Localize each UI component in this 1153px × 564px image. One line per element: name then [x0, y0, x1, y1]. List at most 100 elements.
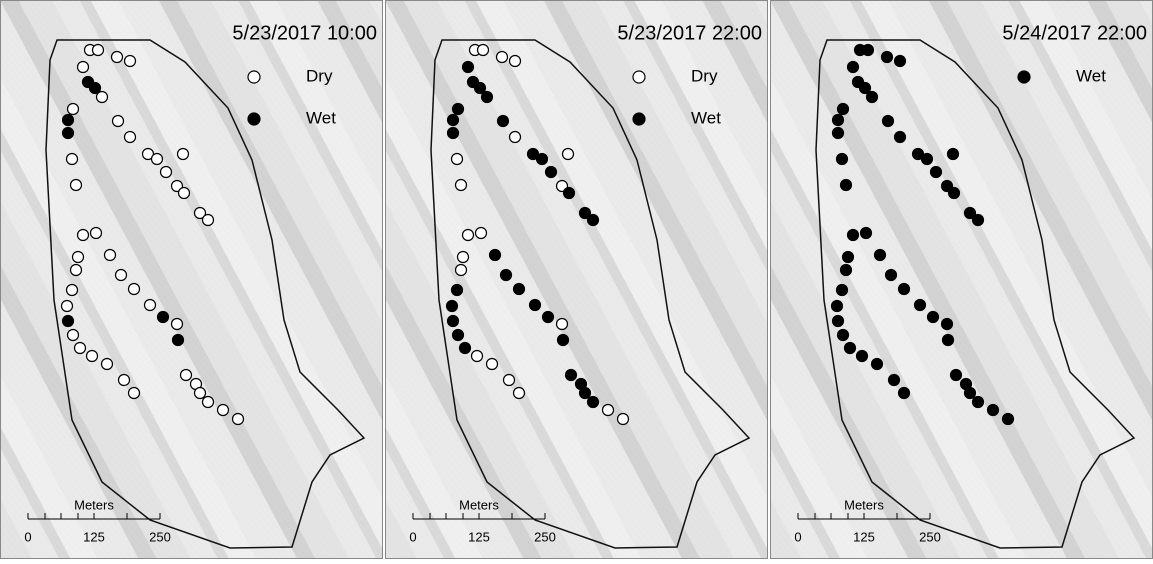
dry-site	[172, 319, 183, 330]
dry-site	[563, 149, 574, 160]
wet-site	[867, 92, 878, 103]
wet-site	[837, 285, 848, 296]
wet-site	[895, 132, 906, 143]
wet-site	[928, 312, 939, 323]
figure: 5/23/2017 10:00DryWetMeters01252505/23/2…	[0, 0, 1153, 559]
scale-label: 250	[534, 529, 556, 544]
wet-site	[875, 250, 886, 261]
legend-symbol	[248, 71, 260, 83]
dry-site	[514, 388, 525, 399]
dry-site	[195, 388, 206, 399]
wet-site	[546, 167, 557, 178]
wet-site	[915, 300, 926, 311]
dry-site	[472, 351, 483, 362]
dry-site	[87, 351, 98, 362]
dry-site	[463, 230, 474, 241]
wet-site	[841, 180, 852, 191]
wet-site	[173, 335, 184, 346]
wet-site	[886, 270, 897, 281]
wet-site	[452, 285, 463, 296]
wet-site	[564, 188, 575, 199]
dry-site	[161, 167, 172, 178]
wet-site	[895, 56, 906, 67]
scale-label: 125	[468, 529, 490, 544]
legend-label: Dry	[306, 66, 333, 85]
map-panel: 5/24/2017 22:00 Wet Meters 0 125 250	[770, 0, 1153, 559]
dry-site	[91, 228, 102, 239]
wet-site	[841, 265, 852, 276]
wet-site	[63, 316, 74, 327]
dry-site	[68, 330, 79, 341]
legend-label: Dry	[691, 66, 718, 85]
scale-label: 250	[919, 529, 941, 544]
scale-label: 0	[409, 529, 416, 544]
dry-site	[203, 397, 214, 408]
wet-site	[498, 116, 509, 127]
dry-site	[152, 154, 163, 165]
wet-site	[832, 301, 843, 312]
wet-site	[588, 215, 599, 226]
dry-site	[504, 375, 515, 386]
wet-site	[949, 188, 960, 199]
dry-site	[218, 405, 229, 416]
dry-site	[129, 284, 140, 295]
wet-site	[588, 397, 599, 408]
page: 5/23/2017 10:00DryWetMeters01252505/23/2…	[0, 0, 1153, 559]
dry-site	[97, 92, 108, 103]
dry-site	[476, 228, 487, 239]
wet-site	[931, 167, 942, 178]
wet-site	[158, 312, 169, 323]
legend-symbol	[633, 113, 645, 125]
dry-site	[71, 180, 82, 191]
dry-site	[510, 132, 521, 143]
dry-site	[145, 300, 156, 311]
wet-site	[848, 62, 859, 73]
dry-site	[181, 370, 192, 381]
wet-site	[838, 330, 849, 341]
wet-site	[448, 128, 459, 139]
dry-site	[113, 116, 124, 127]
dry-site	[119, 375, 130, 386]
wet-site	[951, 370, 962, 381]
scale-label: 125	[853, 529, 875, 544]
wet-site	[566, 370, 577, 381]
wet-site	[899, 388, 910, 399]
dry-site	[452, 154, 463, 165]
panel-title: 5/23/2017 10:00	[232, 22, 377, 44]
scale-unit: Meters	[844, 497, 884, 512]
wet-site	[482, 92, 493, 103]
legend-symbol	[633, 71, 645, 83]
wet-site	[922, 154, 933, 165]
wet-site	[948, 149, 959, 160]
wet-site	[514, 284, 525, 295]
dry-site	[129, 388, 140, 399]
wet-site	[558, 335, 569, 346]
wet-site	[447, 301, 458, 312]
wet-site	[463, 62, 474, 73]
dry-site	[116, 270, 127, 281]
wet-site	[861, 228, 872, 239]
dry-site	[112, 52, 123, 63]
dry-site	[68, 104, 79, 115]
wet-site	[837, 154, 848, 165]
wet-site	[965, 388, 976, 399]
scale-label: 0	[794, 529, 801, 544]
dry-site	[618, 414, 629, 425]
wet-site	[833, 128, 844, 139]
panel-title: 5/24/2017 22:00	[1002, 22, 1147, 44]
wet-site	[943, 335, 954, 346]
dry-site	[78, 62, 89, 73]
scale-label: 125	[83, 529, 105, 544]
dry-site	[456, 265, 467, 276]
wet-site	[833, 115, 844, 126]
wet-site	[848, 230, 859, 241]
dry-site	[178, 149, 189, 160]
dry-site	[478, 45, 489, 56]
legend-label: Wet	[1076, 66, 1106, 85]
wet-site	[882, 52, 893, 63]
wet-site	[1003, 414, 1014, 425]
dry-site	[71, 265, 82, 276]
dry-site	[510, 56, 521, 67]
wet-site	[530, 300, 541, 311]
dry-site	[102, 359, 113, 370]
